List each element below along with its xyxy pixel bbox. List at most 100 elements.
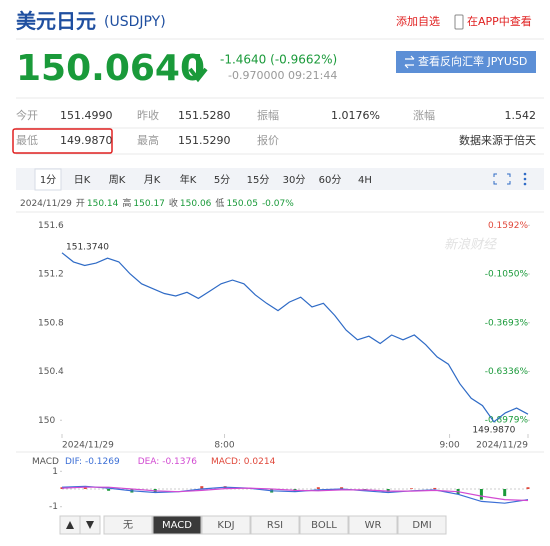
price: 150.0640	[16, 48, 205, 89]
legend-title: MACD	[32, 457, 59, 467]
value: 151.5290	[178, 134, 231, 147]
indicator-label[interactable]: RSI	[267, 520, 283, 531]
indicator-label[interactable]: WR	[365, 520, 382, 531]
macd-bar	[526, 487, 530, 489]
reverse-label[interactable]: 查看反向汇率 JPYUSD	[418, 54, 527, 68]
stats-table: 今开 151.4990 昨收 151.5280 振幅 1.0176% 涨幅 1.…	[12, 108, 544, 155]
down-arrow	[188, 54, 208, 83]
info-label: 收	[169, 197, 178, 209]
y-tick-label: -1	[49, 502, 58, 512]
y2-tick-label: -0.8979%	[485, 416, 529, 426]
legend-macd: MACD: 0.0214	[211, 457, 276, 467]
x-tick-label: 2024/11/29	[476, 441, 528, 451]
indicator-tab[interactable]	[397, 515, 447, 535]
y2-tick-label: -0.6336%	[485, 367, 529, 377]
indicator-tab[interactable]	[348, 515, 398, 535]
value: 1.542	[505, 109, 537, 122]
y-tick-label: 150.8	[38, 318, 64, 328]
name: 美元日元	[16, 9, 96, 33]
indicator-label[interactable]: BOLL	[311, 520, 337, 531]
tab[interactable]: 日K	[74, 175, 91, 186]
info-label: 开	[76, 198, 85, 209]
indicator-label[interactable]: KDJ	[217, 520, 234, 531]
macd-legend: MACD DIF: -0.1269 DEA: -0.1376 MACD: 0.0214	[32, 457, 276, 467]
y-tick-label: 150	[38, 416, 55, 426]
indicator-label[interactable]: MACD	[162, 520, 192, 531]
label: 最低	[16, 134, 38, 147]
info-label: 低	[215, 197, 224, 209]
value: 151.5280	[178, 109, 231, 122]
open-app[interactable]: 在APP中查看	[467, 14, 532, 28]
tab[interactable]: 15分	[247, 174, 270, 186]
macd-bar	[200, 486, 204, 489]
tab[interactable]: 1分	[40, 174, 56, 186]
reverse-button[interactable]	[396, 51, 536, 73]
add-watchlist[interactable]: 添加自选	[396, 14, 440, 28]
tab[interactable]: 60分	[319, 174, 342, 186]
label: 振幅	[257, 108, 279, 122]
macd-bar	[83, 487, 87, 489]
info-date: 2024/11/29	[20, 199, 72, 209]
up-icon	[66, 521, 74, 529]
y-tick-label: 150.4	[38, 367, 64, 377]
info-label: 高	[122, 197, 131, 209]
macd-bar	[340, 487, 344, 489]
line	[61, 485, 529, 504]
title: 美元日元 (USDJPY)	[16, 9, 166, 33]
tab[interactable]: 周K	[109, 174, 126, 186]
macd-bar	[386, 489, 390, 492]
indicator-tab[interactable]	[201, 515, 251, 535]
value: 149.9870	[60, 134, 113, 147]
watermark: 新浪财经	[444, 237, 498, 253]
info-value: 150.06	[180, 199, 212, 209]
tab-bar	[16, 168, 544, 190]
code: (USDJPY)	[104, 14, 166, 30]
info-pct: -0.07%	[262, 199, 294, 209]
phone-icon	[454, 14, 464, 30]
y-tick-label: 151.6	[38, 221, 64, 231]
macd-bar	[60, 487, 64, 489]
info-value: 150.17	[133, 199, 165, 209]
label: 最高	[137, 133, 159, 147]
down-icon	[86, 521, 94, 529]
y2-tick-label: -0.3693%	[485, 318, 529, 328]
indicator-tab[interactable]	[152, 515, 202, 535]
annotation-min: 149.9870	[472, 425, 515, 435]
fullscreen-icon[interactable]	[493, 173, 511, 185]
indicator-label[interactable]: DMI	[412, 520, 431, 531]
line	[61, 486, 529, 502]
label: 涨幅	[413, 109, 435, 122]
indicator-tab[interactable]	[250, 515, 300, 535]
indicator-label[interactable]: 无	[123, 520, 133, 531]
tab[interactable]: 5分	[214, 174, 230, 186]
x-tick-label: 2024/11/29	[62, 441, 114, 451]
indicator-tab[interactable]	[103, 515, 153, 535]
tab[interactable]: 年K	[180, 173, 197, 186]
label: 今开	[16, 108, 38, 122]
value: 151.4990	[60, 109, 113, 122]
y2-tick-label: 0.1592%	[488, 221, 528, 231]
legend-dea: DEA: -0.1376	[138, 457, 198, 467]
tab[interactable]: 4H	[358, 175, 372, 186]
info-value: 150.14	[87, 199, 119, 209]
macd-bar	[107, 489, 111, 491]
source: 数据来源于倍天	[459, 133, 536, 147]
more-icon[interactable]	[523, 172, 527, 186]
annotation-max: 151.3740	[66, 242, 109, 252]
line	[61, 252, 529, 423]
indicator-tab[interactable]	[299, 515, 349, 535]
info-value: 150.05	[226, 199, 258, 209]
tab[interactable]: 月K	[144, 174, 161, 186]
macd-bar	[316, 487, 320, 489]
value: 1.0176%	[331, 109, 380, 122]
tab[interactable]: 30分	[283, 174, 306, 186]
x-tick-label: 9:00	[439, 441, 459, 451]
indicator-tabs: 无 MACD KDJ RSI BOLL WR DMI	[103, 515, 447, 535]
time: -0.970000 09:21:44	[228, 69, 337, 82]
tabs: 1分 日K 周K 月K 年K 5分 15分 30分 60分 4H	[40, 173, 372, 186]
highlight-box	[12, 128, 113, 154]
y-tick-label: 1	[52, 467, 58, 477]
macd-bar	[503, 489, 507, 497]
y-tick-label: 151.2	[38, 270, 64, 280]
